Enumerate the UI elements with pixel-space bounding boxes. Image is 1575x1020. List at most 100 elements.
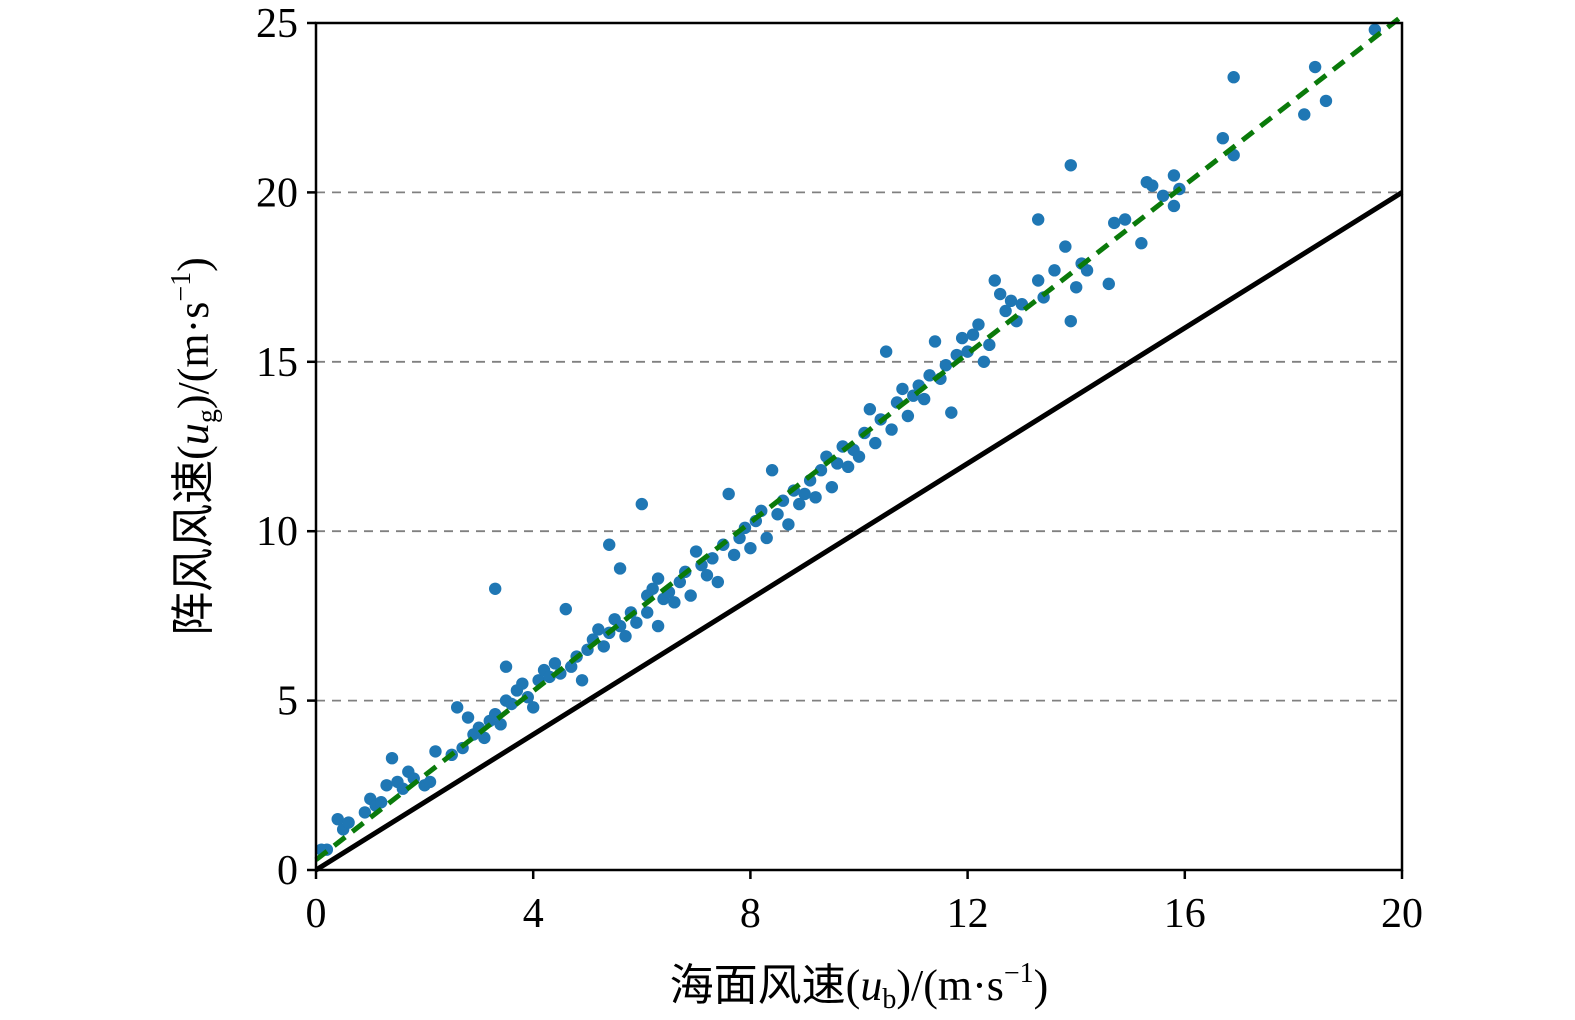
scatter-point [342, 816, 355, 829]
scatter-point [972, 318, 985, 331]
scatter-point [863, 403, 877, 416]
scatter-point [450, 701, 464, 714]
scatter-point [939, 358, 953, 372]
scatter-point [374, 796, 388, 809]
scatter-point [1146, 179, 1159, 192]
scatter-point [771, 508, 784, 521]
scatter-point [358, 806, 372, 819]
scatter-point [380, 779, 393, 792]
scatter-point [1031, 274, 1045, 287]
scatter-point [825, 480, 839, 494]
scatter-point [1004, 294, 1018, 308]
scatter-point [499, 660, 513, 673]
scatter-point [1298, 108, 1311, 121]
scatter-point [559, 602, 572, 616]
scatter-point [727, 548, 741, 562]
scatter-point [461, 711, 475, 724]
scatter-point [945, 406, 958, 419]
x-tick-label: 0 [306, 891, 327, 937]
scatter-point [613, 562, 627, 575]
y-tick-label: 0 [277, 848, 298, 894]
scatter-point [798, 487, 811, 501]
scatter-point [668, 596, 681, 609]
scatter-point [1156, 189, 1170, 202]
scatter-point [966, 328, 980, 341]
scatter-point [1064, 159, 1077, 172]
scatter-point [852, 450, 866, 463]
scatter-point [516, 677, 529, 690]
scatter-point [1064, 314, 1077, 328]
scatter-point [809, 491, 822, 504]
scatter-point [869, 436, 882, 450]
identity-line [314, 190, 1404, 873]
scatter-point [700, 569, 714, 582]
scatter-point [641, 606, 654, 619]
scatter-point [1167, 199, 1181, 213]
y-tick-label: 25 [256, 1, 298, 47]
scatter-point [841, 460, 855, 474]
scatter-point [1227, 71, 1240, 84]
scatter-point [603, 538, 616, 551]
x-tick-label: 16 [1164, 891, 1206, 937]
scatter-point [896, 382, 909, 396]
scatter-point [765, 464, 779, 477]
scatter-point [1167, 169, 1181, 182]
scatter-point [423, 775, 437, 789]
scatter-point [494, 718, 507, 731]
scatter-point [988, 274, 1001, 287]
scatter-point [955, 331, 969, 345]
scatter-point [575, 674, 589, 687]
scatter-point [619, 630, 632, 643]
scatter-point [1135, 237, 1148, 250]
scatter-point [1308, 60, 1322, 74]
scatter-point [488, 582, 502, 595]
scatter-point [993, 287, 1007, 301]
plot-frame [314, 21, 1404, 872]
fit-line-dashed [314, 14, 1404, 862]
scatter-point [689, 545, 703, 558]
scatter-point [385, 751, 399, 765]
scatter-point [1118, 213, 1132, 226]
grid-lines [316, 191, 1402, 702]
scatter-point [396, 782, 410, 795]
scatter-point [1070, 281, 1083, 294]
scatter-point [1048, 264, 1061, 277]
reference-lines [314, 190, 1404, 873]
scatter-point [651, 572, 665, 585]
scatter-point [1102, 277, 1115, 291]
scatter-point [711, 575, 725, 589]
axis-ticks: 0 4 8 12 16 20 0 5 10 15 20 25 [256, 1, 1423, 937]
scatter-point [744, 541, 757, 555]
x-tick-label: 4 [523, 891, 544, 937]
scatter-point [548, 657, 562, 670]
scatter-point [1059, 240, 1072, 253]
scatter-points [315, 23, 1382, 856]
x-tick-label: 8 [740, 891, 761, 937]
scatter-point [722, 487, 735, 501]
y-tick-label: 10 [256, 509, 298, 555]
scatter-point [999, 304, 1012, 318]
y-axis-label: 阵风风速(ug)/(m·s−1) [166, 257, 223, 636]
scatter-point [760, 531, 773, 545]
scatter-point [646, 582, 659, 595]
y-tick-label: 20 [256, 170, 298, 216]
scatter-point [635, 497, 648, 511]
scatter-point [429, 745, 442, 758]
scatter-point [478, 731, 491, 745]
x-tick-label: 12 [947, 891, 989, 937]
scatter-point [673, 575, 687, 589]
scatter-point [1080, 264, 1094, 277]
scatter-point [917, 392, 931, 406]
scatter-point [793, 497, 806, 511]
scatter-point [1031, 213, 1045, 226]
scatter-point [592, 623, 605, 636]
scatter-point [814, 464, 828, 477]
scatter-point [331, 812, 344, 826]
y-tick-label: 5 [277, 679, 298, 725]
scatter-point [527, 701, 540, 714]
scatter-point [885, 423, 898, 436]
scatter-point [928, 335, 942, 348]
scatter-point [879, 345, 893, 358]
scatter-point [505, 697, 518, 711]
